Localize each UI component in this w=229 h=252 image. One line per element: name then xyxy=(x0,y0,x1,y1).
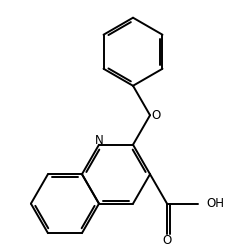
Text: O: O xyxy=(152,109,161,122)
Text: O: O xyxy=(162,234,172,247)
Text: OH: OH xyxy=(206,197,224,210)
Text: N: N xyxy=(95,134,103,147)
